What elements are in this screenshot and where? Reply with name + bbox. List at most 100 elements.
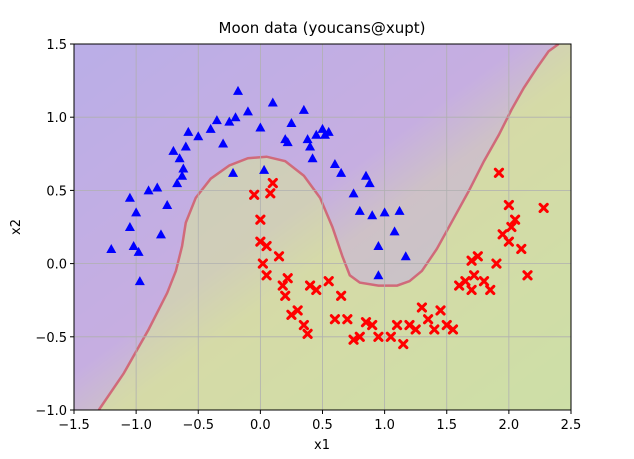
x-tick-label: 0.0 xyxy=(250,418,271,433)
x-mark-point xyxy=(255,214,266,225)
x-mark-point xyxy=(503,236,514,247)
x-tick-label: −1.5 xyxy=(58,418,90,433)
x-mark-point xyxy=(506,221,517,233)
x-mark-point xyxy=(302,328,313,339)
triangle-point xyxy=(177,170,188,180)
x-mark-point xyxy=(503,199,514,211)
triangle-point xyxy=(233,85,244,95)
triangle-point xyxy=(230,112,241,122)
x-mark-point xyxy=(360,317,372,328)
x-mark-point xyxy=(367,319,378,331)
x-tick-label: 2.0 xyxy=(499,418,520,433)
x-mark-point xyxy=(516,243,527,255)
x-mark-point xyxy=(277,280,288,291)
triangle-point xyxy=(134,276,145,286)
triangle-point xyxy=(323,126,334,136)
triangle-point xyxy=(178,163,189,173)
triangle-point xyxy=(174,153,185,163)
x-mark-point xyxy=(336,290,347,301)
triangle-point xyxy=(224,116,235,126)
x-mark-point xyxy=(435,305,446,316)
x-mark-point xyxy=(391,319,403,331)
x-mark-point xyxy=(485,284,496,296)
x-mark-point xyxy=(538,202,549,214)
x-mark-point xyxy=(354,331,365,342)
triangle-point xyxy=(394,205,405,215)
triangle-point xyxy=(298,104,309,114)
x-mark-point xyxy=(257,258,268,269)
x-mark-point xyxy=(329,314,341,325)
triangle-point xyxy=(307,153,318,163)
x-mark-point xyxy=(323,276,334,287)
x-mark-point xyxy=(342,314,353,325)
x-mark-point xyxy=(398,339,409,350)
x-axis-ticks: −1.5 −1.0 −0.5 0.0 0.5 1.0 1.5 2.0 2.5 xyxy=(58,410,581,433)
triangle-point xyxy=(329,159,340,169)
x-mark-point xyxy=(466,255,477,266)
triangle-point xyxy=(106,243,117,253)
x-mark-point xyxy=(292,305,303,316)
x-mark-point xyxy=(298,319,309,331)
y-axis-ticks: −1.0 −0.5 0.0 0.5 1.0 1.5 xyxy=(35,38,74,419)
triangle-point xyxy=(286,118,297,128)
x-mark-point xyxy=(423,314,434,325)
triangle-point xyxy=(360,170,371,180)
triangle-point xyxy=(124,222,135,231)
triangle-point xyxy=(305,141,316,151)
y-tick-label: 1.0 xyxy=(46,111,67,126)
x-mark-point xyxy=(267,177,278,189)
y-axis-label: x2 xyxy=(9,219,24,235)
triangle-point xyxy=(162,200,173,210)
triangle-point xyxy=(389,226,400,236)
y-tick-label: −1.0 xyxy=(35,404,67,419)
triangle-point xyxy=(205,123,216,133)
x-mark-point xyxy=(478,276,490,287)
x-mark-point xyxy=(282,273,293,284)
y-tick-label: −0.5 xyxy=(35,331,67,346)
triangle-point xyxy=(354,205,365,215)
x-tick-label: 1.5 xyxy=(436,418,457,433)
triangle-point xyxy=(255,122,266,132)
x-tick-label: −1.0 xyxy=(120,418,152,433)
x-mark-point xyxy=(493,167,505,178)
x-mark-point xyxy=(348,334,359,345)
x-mark-point xyxy=(468,270,480,281)
x-mark-point xyxy=(273,251,285,262)
x-mark-point xyxy=(522,270,533,281)
triangle-point xyxy=(400,251,411,261)
y-tick-label: 1.5 xyxy=(46,38,67,53)
triangle-point xyxy=(373,241,384,251)
y-tick-label: 0.5 xyxy=(46,184,67,199)
triangle-point xyxy=(348,188,359,198)
triangle-point xyxy=(373,270,384,280)
x-mark-point xyxy=(249,189,260,200)
triangle-point xyxy=(367,210,378,220)
x-axis-label: x1 xyxy=(314,438,330,453)
triangle-point xyxy=(242,106,253,116)
x-tick-label: 1.0 xyxy=(374,418,395,433)
triangle-point xyxy=(211,115,222,125)
triangle-point xyxy=(336,167,347,177)
chart-title: Moon data (youcans@xupt) xyxy=(219,19,426,37)
x-mark-point xyxy=(429,324,440,335)
triangle-point xyxy=(183,126,194,136)
decision-boundary-line xyxy=(97,44,560,410)
x-mark-point xyxy=(447,324,459,335)
x-mark-point xyxy=(280,290,291,301)
triangle-point xyxy=(133,246,144,256)
triangle-point xyxy=(143,185,154,195)
x-mark-point xyxy=(261,270,272,281)
x-mark-point xyxy=(460,276,471,287)
triangle-point xyxy=(172,178,183,188)
triangle-point xyxy=(364,178,375,188)
triangle-point xyxy=(131,207,142,217)
triangle-point xyxy=(193,131,204,141)
x-mark-point xyxy=(385,331,396,342)
triangle-point xyxy=(168,145,179,155)
x-tick-label: 2.5 xyxy=(561,418,582,433)
triangle-point xyxy=(311,129,322,139)
triangle-point xyxy=(302,134,313,144)
x-mark-point xyxy=(373,331,384,342)
data-points xyxy=(106,85,549,350)
x-tick-label: −0.5 xyxy=(182,418,214,433)
